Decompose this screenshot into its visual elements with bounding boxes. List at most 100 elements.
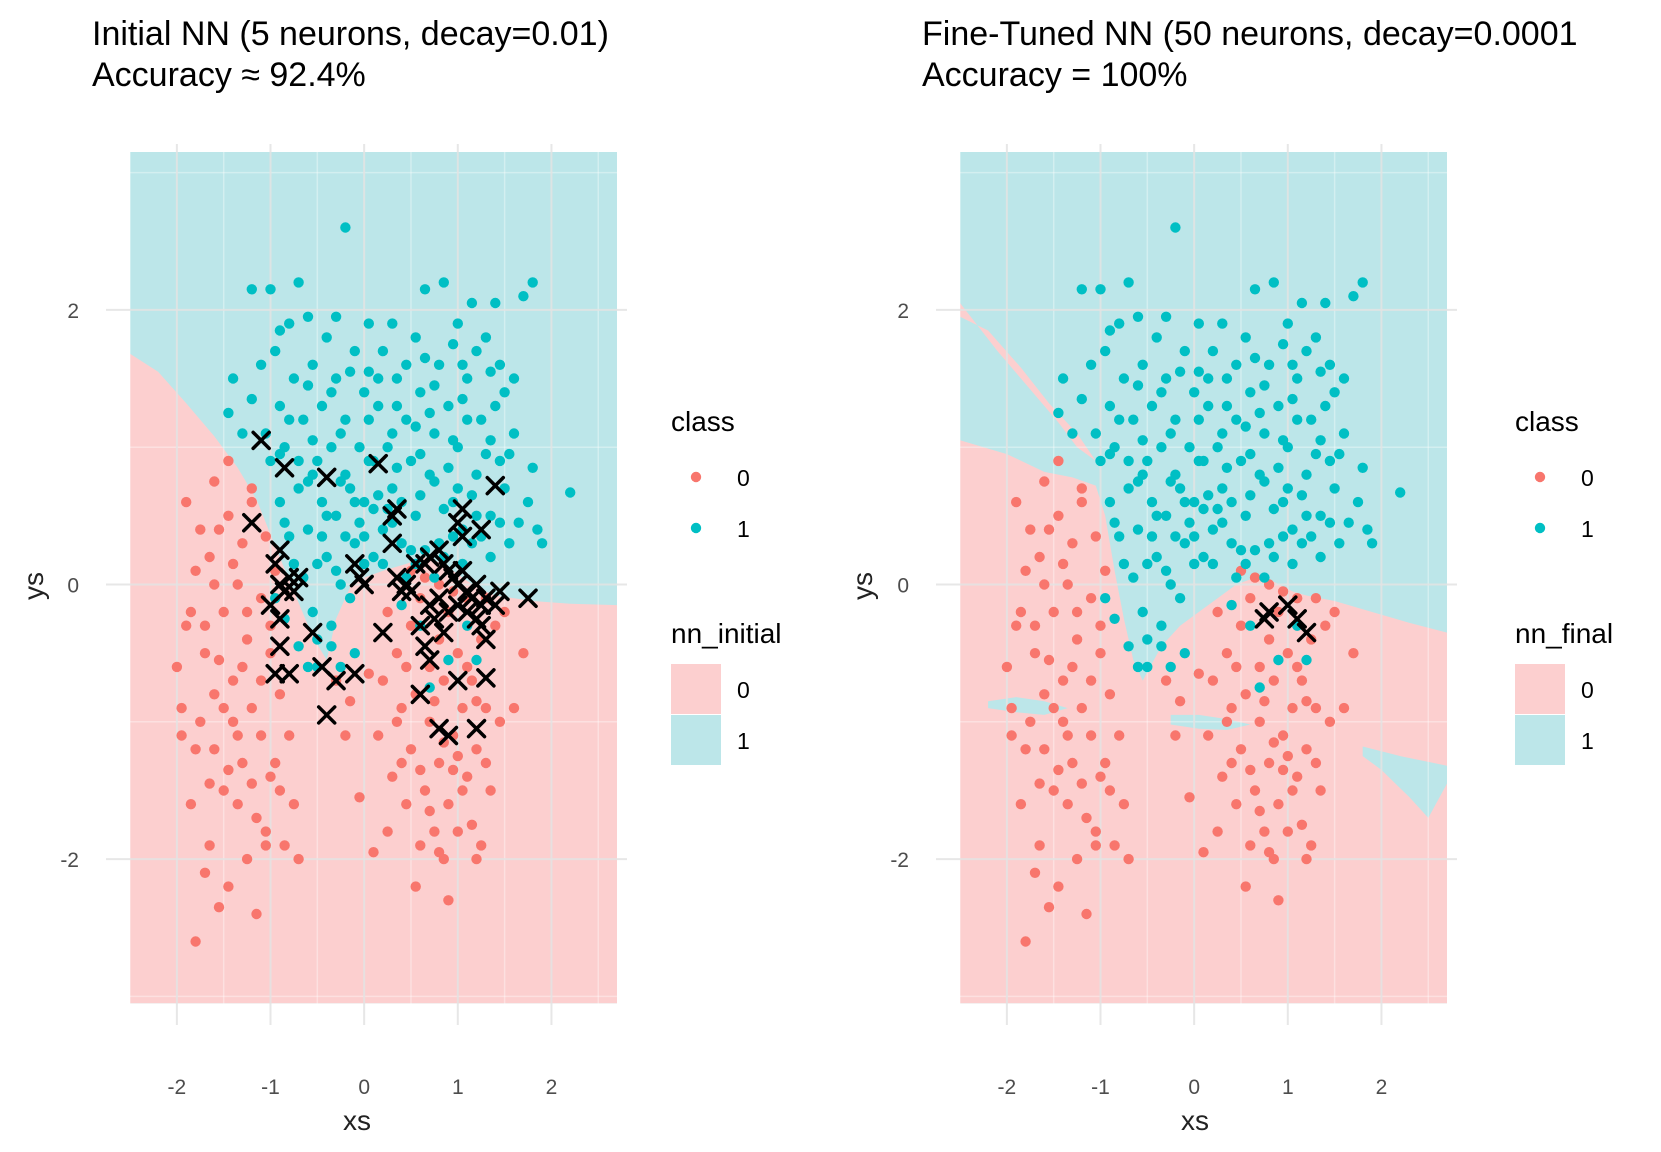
class-0-point xyxy=(1029,648,1041,659)
class-1-point xyxy=(377,524,389,535)
class-0-point xyxy=(1320,620,1331,631)
class-0-point xyxy=(1217,771,1228,782)
class-1-point xyxy=(1198,503,1209,515)
class-0-point xyxy=(246,496,257,508)
class-0-point xyxy=(1259,826,1270,837)
class-1-point xyxy=(424,682,435,693)
class-1-point xyxy=(373,400,384,412)
misclassified-marker xyxy=(242,512,262,533)
class-1-point xyxy=(1203,490,1214,501)
class-1-point xyxy=(1156,442,1167,453)
class-0-point xyxy=(260,826,271,837)
class-0-point xyxy=(204,778,215,789)
class-1-point xyxy=(1245,490,1256,501)
region-class-0 xyxy=(960,303,1096,461)
class-1-point xyxy=(1193,318,1205,329)
class-0-point xyxy=(251,908,262,920)
class-0-point xyxy=(1263,757,1275,769)
class-0-point xyxy=(401,799,412,810)
panel-initial: Initial NN (5 neurons, decay=0.01) Accur… xyxy=(18,15,782,1136)
class-0-point xyxy=(1174,696,1186,707)
class-1-point xyxy=(382,442,393,453)
class-1-point xyxy=(274,325,286,336)
class-1-point xyxy=(363,366,374,377)
y-tick-label: -2 xyxy=(890,849,909,872)
class-0-point xyxy=(232,579,243,590)
class-1-point xyxy=(1212,442,1223,453)
class-0-point xyxy=(1071,606,1083,618)
class-1-point xyxy=(1085,359,1097,370)
legend-key-point xyxy=(690,471,702,483)
class-1-point xyxy=(396,599,407,611)
class-1-point xyxy=(1217,318,1228,329)
class-0-point xyxy=(1221,648,1233,659)
class-1-point xyxy=(1057,373,1069,384)
class-0-point xyxy=(204,840,215,851)
class-1-point xyxy=(312,558,323,570)
class-1-point xyxy=(410,421,421,432)
class-0-point xyxy=(1011,620,1022,631)
class-0-point xyxy=(1212,826,1223,837)
class-1-point xyxy=(307,359,318,370)
class-1-point xyxy=(1240,421,1251,432)
class-1-point xyxy=(447,496,459,508)
misclassified-marker xyxy=(419,547,440,567)
class-1-point xyxy=(1366,538,1378,549)
class-0-point xyxy=(1193,668,1205,679)
class-1-point xyxy=(457,359,468,370)
class-0-point xyxy=(405,620,417,631)
legend-title: nn_initial xyxy=(671,618,782,649)
class-1-point xyxy=(438,277,449,288)
class-1-point xyxy=(494,517,506,528)
class-0-point xyxy=(1249,572,1261,583)
class-1-point xyxy=(471,469,482,480)
class-0-point xyxy=(1076,483,1088,494)
class-1-point xyxy=(1193,455,1205,467)
class-1-point xyxy=(1268,503,1280,515)
class-0-point xyxy=(1025,524,1036,535)
class-1-point xyxy=(485,366,496,377)
class-1-point xyxy=(1100,593,1111,604)
class-0-point xyxy=(1057,558,1069,570)
class-1-point xyxy=(1203,373,1214,384)
y-axis-label: ys xyxy=(18,572,49,600)
class-1-point xyxy=(1090,428,1102,439)
class-1-point xyxy=(293,483,304,494)
class-0-point xyxy=(424,805,435,817)
class-1-point xyxy=(335,661,346,673)
class-1-point xyxy=(1114,318,1125,329)
class-0-point xyxy=(391,648,403,659)
class-1-point xyxy=(1296,538,1308,549)
legend-entry-label: 0 xyxy=(737,677,750,703)
misclassified-marker xyxy=(429,588,449,608)
panel-title: Initial NN (5 neurons, decay=0.01) xyxy=(92,15,609,53)
class-1-point xyxy=(1156,620,1167,631)
class-0-point xyxy=(1062,730,1073,741)
class-1-point xyxy=(1268,277,1280,288)
legend-key-point xyxy=(690,522,702,534)
class-1-point xyxy=(340,222,351,233)
class-1-point xyxy=(532,524,543,535)
class-0-point xyxy=(1240,881,1251,892)
class-1-point xyxy=(1263,359,1275,370)
class-1-point xyxy=(373,490,384,501)
class-1-point xyxy=(1207,524,1219,535)
legend-title: class xyxy=(1515,406,1579,437)
class-1-point xyxy=(1132,524,1144,535)
class-1-point xyxy=(321,551,332,563)
class-1-point xyxy=(1217,428,1228,439)
class-1-point xyxy=(1324,455,1336,467)
class-1-point xyxy=(1287,524,1298,535)
misclassified-marker xyxy=(302,622,323,643)
class-1-point xyxy=(499,387,510,398)
class-1-point xyxy=(293,455,304,467)
class-0-point xyxy=(424,716,435,727)
class-0-point xyxy=(209,744,220,755)
panel-title: Fine-Tuned NN (50 neurons, decay=0.0001 xyxy=(922,15,1578,53)
class-1-point xyxy=(466,297,478,309)
class-1-point xyxy=(1104,400,1116,412)
x-axis-label: xs xyxy=(1181,1105,1209,1136)
class-0-point xyxy=(1263,634,1275,645)
class-1-point xyxy=(1179,496,1191,508)
misclassified-marker xyxy=(316,467,337,488)
